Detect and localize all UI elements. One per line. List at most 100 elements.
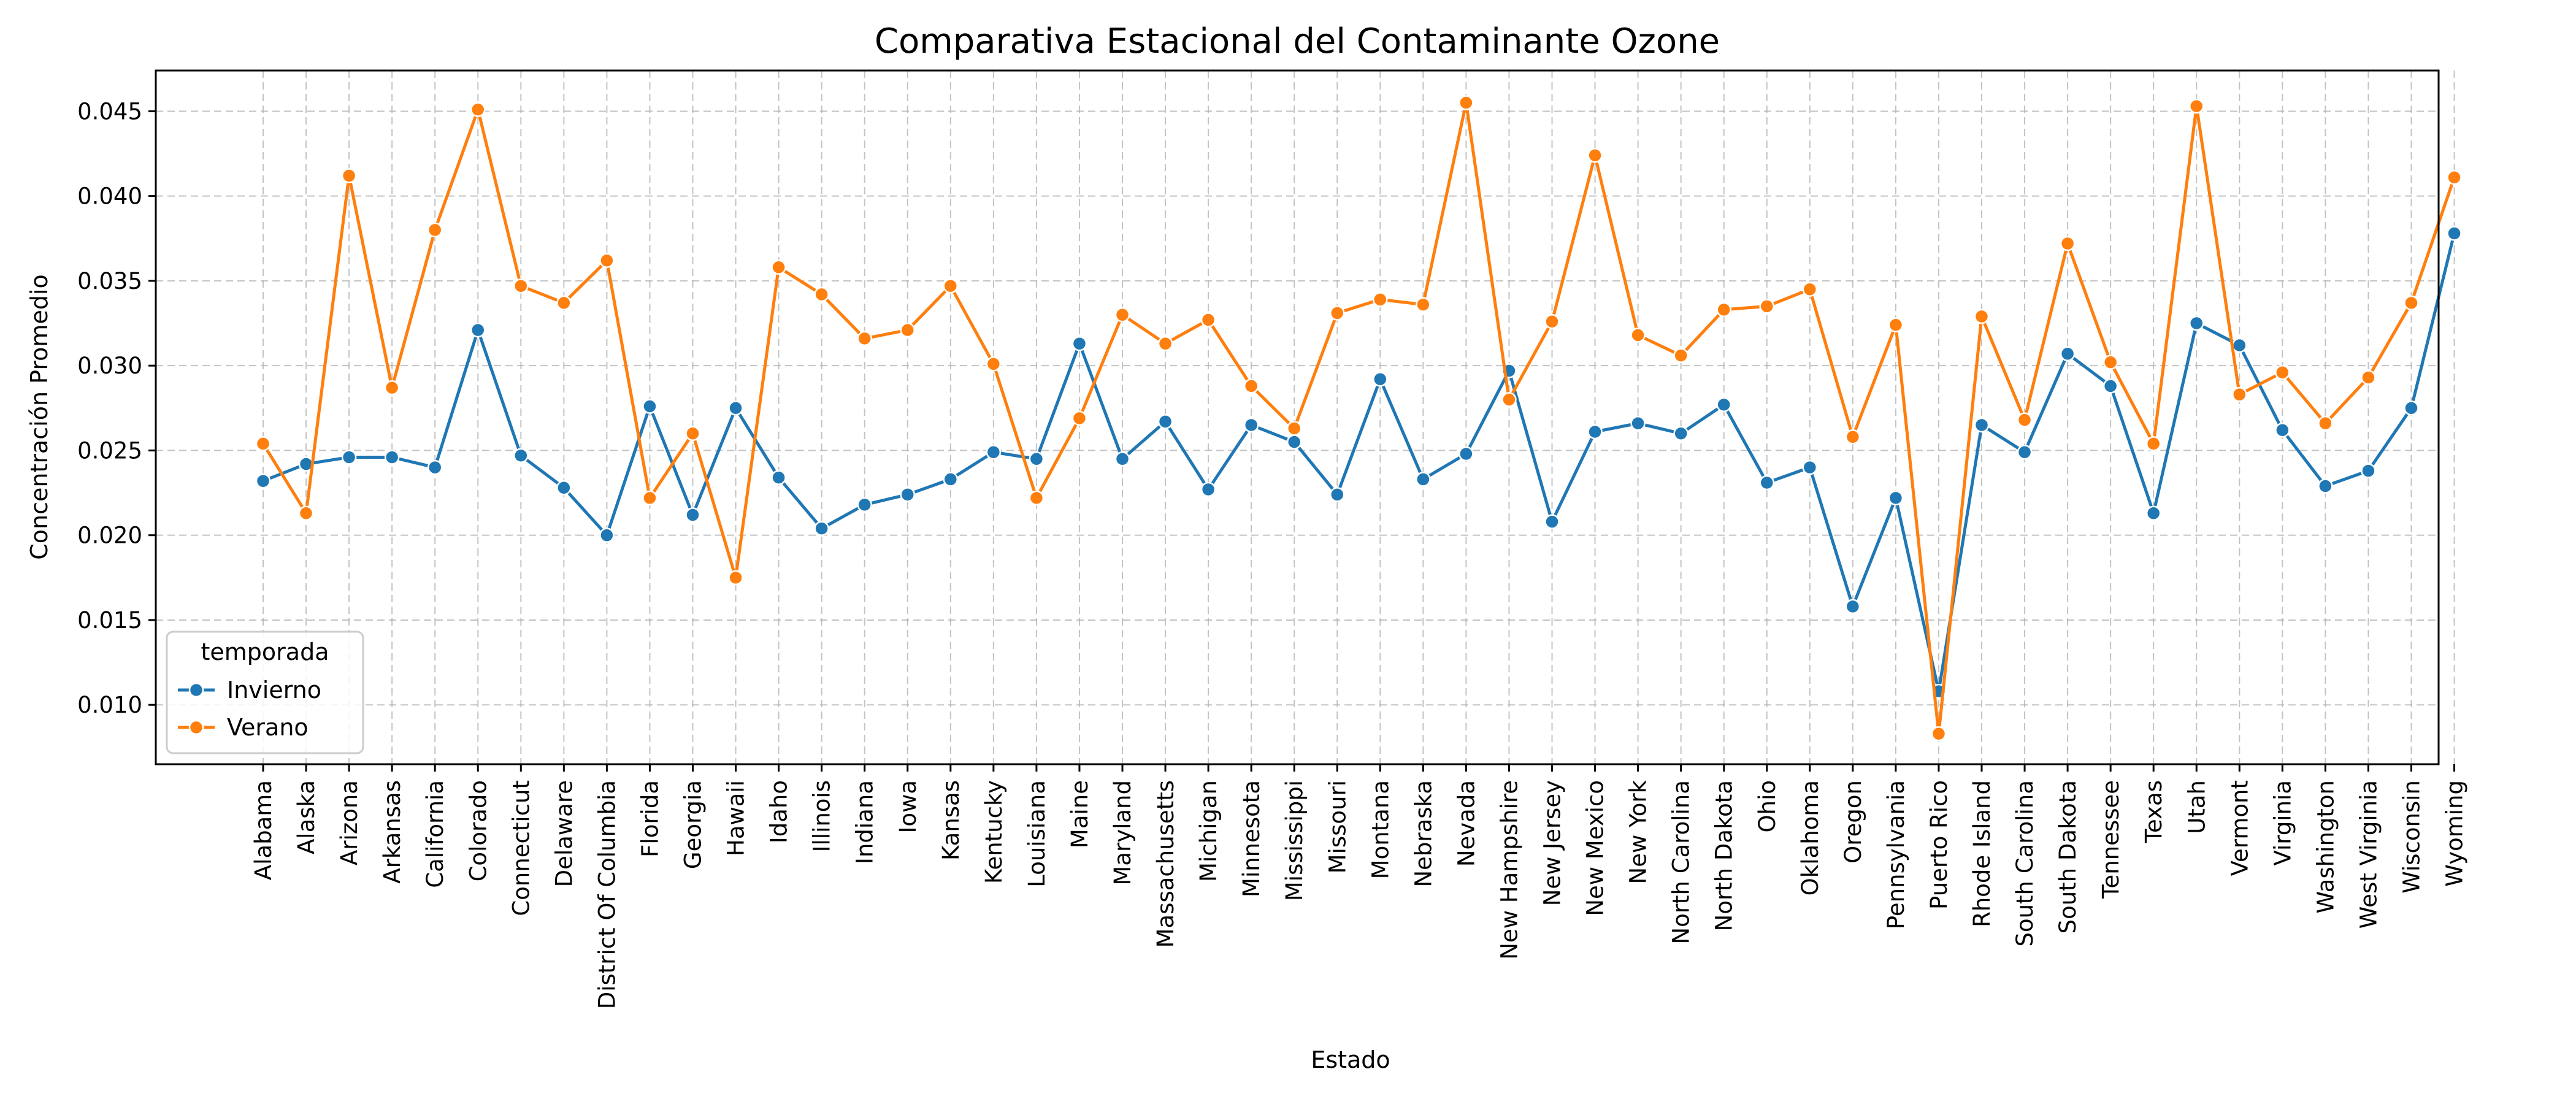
data-point-verano-north-carolina [1673, 348, 1689, 363]
data-point-verano-maryland [1114, 307, 1130, 323]
legend-entry-invierno: Invierno [178, 677, 321, 703]
data-point-verano-minnesota [1243, 378, 1259, 394]
x-tick-label-virginia: Virginia [2269, 780, 2296, 866]
data-point-verano-tennessee [2103, 355, 2118, 370]
data-point-invierno-maine [1071, 335, 1087, 351]
legend-marker-invierno [188, 682, 204, 698]
data-point-verano-alabama [255, 436, 271, 451]
x-tick-label-maryland: Maryland [1110, 780, 1136, 886]
data-point-verano-nevada [1459, 95, 1474, 110]
data-point-verano-texas [2145, 436, 2161, 451]
data-point-invierno-vermont [2232, 337, 2247, 353]
data-point-invierno-florida [642, 399, 657, 414]
x-tick-label-oklahoma: Oklahoma [1797, 780, 1823, 895]
y-tick-label: 0.045 [77, 98, 142, 125]
data-point-invierno-delaware [556, 480, 572, 496]
data-point-invierno-indiana [857, 497, 872, 513]
plot-frame [155, 69, 2440, 765]
data-point-verano-alaska [298, 505, 314, 521]
legend-label-verano: Verano [227, 714, 309, 741]
data-point-verano-district-of-columbia [599, 253, 615, 268]
x-tick-label-vermont: Vermont [2226, 780, 2253, 876]
data-point-verano-oklahoma [1802, 282, 1818, 297]
data-point-invierno-illinois [814, 521, 829, 536]
data-point-invierno-mississippi [1286, 434, 1302, 450]
series-invierno [255, 226, 2462, 699]
data-point-verano-virginia [2275, 364, 2290, 380]
x-tick-label-west-virginia: West Virginia [2355, 780, 2382, 929]
data-point-invierno-oklahoma [1802, 459, 1818, 475]
y-tick-label: 0.030 [77, 353, 142, 379]
x-tick-label-louisiana: Louisiana [1024, 780, 1050, 887]
x-tick-label-illinois: Illinois [809, 780, 835, 852]
x-tick-label-alaska: Alaska [293, 780, 320, 854]
data-point-invierno-missouri [1330, 487, 1345, 502]
legend: temporada Invierno Verano [166, 631, 364, 754]
data-point-verano-georgia [685, 426, 700, 442]
data-point-verano-vermont [2232, 386, 2247, 402]
y-tick-label: 0.020 [77, 523, 142, 549]
x-axis-title: Estado [1311, 1046, 1390, 1073]
data-point-invierno-new-jersey [1544, 514, 1560, 529]
series-layer [255, 95, 2462, 742]
legend-frame [166, 631, 364, 754]
data-point-invierno-washington [2318, 478, 2333, 494]
x-tick-label-california: California [422, 780, 448, 888]
x-tick-label-wyoming: Wyoming [2442, 780, 2468, 887]
data-point-invierno-north-dakota [1716, 397, 1731, 413]
data-point-invierno-michigan [1200, 481, 1216, 497]
data-point-invierno-virginia [2275, 422, 2290, 438]
x-tick-label-new-york: New York [1625, 780, 1652, 884]
data-point-verano-new-jersey [1544, 314, 1560, 329]
data-point-verano-delaware [556, 295, 572, 311]
x-tick-label-nebraska: Nebraska [1410, 780, 1436, 887]
data-point-verano-south-dakota [2060, 236, 2076, 251]
data-point-verano-hawaii [728, 570, 743, 586]
x-tick-label-utah: Utah [2183, 780, 2210, 834]
legend-title: temporada [201, 638, 329, 665]
data-point-invierno-georgia [685, 507, 700, 523]
data-point-invierno-new-mexico [1587, 424, 1603, 440]
data-point-invierno-new-york [1630, 415, 1646, 431]
x-tick-label-indiana: Indiana [852, 780, 878, 864]
series-verano [255, 95, 2462, 742]
data-point-verano-kansas [943, 278, 959, 294]
data-point-invierno-district-of-columbia [599, 527, 615, 543]
legend-entry-verano: Verano [178, 714, 309, 741]
x-tick-label-south-carolina: South Carolina [2012, 780, 2038, 947]
data-point-verano-pennsylvania [1888, 317, 1904, 333]
data-point-invierno-minnesota [1243, 417, 1259, 433]
data-point-invierno-texas [2145, 505, 2161, 521]
data-point-invierno-arkansas [384, 450, 400, 465]
data-point-invierno-south-dakota [2060, 346, 2076, 362]
x-tick-label-new-mexico: New Mexico [1582, 780, 1609, 916]
data-point-verano-north-dakota [1716, 302, 1731, 318]
data-point-verano-wyoming [2447, 169, 2462, 185]
x-tick-label-connecticut: Connecticut [508, 780, 534, 916]
x-tick-label-alabama: Alabama [250, 780, 277, 880]
data-point-verano-florida [642, 490, 657, 506]
data-point-verano-nebraska [1416, 297, 1431, 312]
series-line-verano [261, 101, 2456, 735]
x-tick-label-iowa: Iowa [895, 780, 921, 833]
data-point-invierno-tennessee [2103, 378, 2118, 394]
data-point-verano-arkansas [384, 380, 400, 396]
data-point-verano-iowa [900, 322, 915, 338]
data-point-invierno-pennsylvania [1888, 490, 1904, 506]
x-axis: Alabama Alaska Arizona Arkansas California Co… [250, 764, 2468, 1009]
legend-marker-verano [188, 719, 204, 735]
y-tick-label: 0.040 [77, 183, 142, 210]
data-point-invierno-nevada [1459, 446, 1474, 462]
data-point-invierno-alabama [255, 473, 271, 489]
data-point-invierno-colorado [470, 322, 486, 338]
x-tick-label-tennessee: Tennessee [2098, 780, 2124, 899]
x-tick-label-texas: Texas [2141, 780, 2167, 843]
data-point-verano-arizona [341, 168, 357, 183]
data-point-invierno-louisiana [1029, 451, 1045, 467]
x-tick-label-massachusetts: Massachusetts [1152, 780, 1179, 948]
data-point-invierno-south-carolina [2017, 444, 2033, 460]
data-point-invierno-massachusetts [1157, 414, 1173, 429]
x-tick-label-kansas: Kansas [938, 780, 964, 861]
